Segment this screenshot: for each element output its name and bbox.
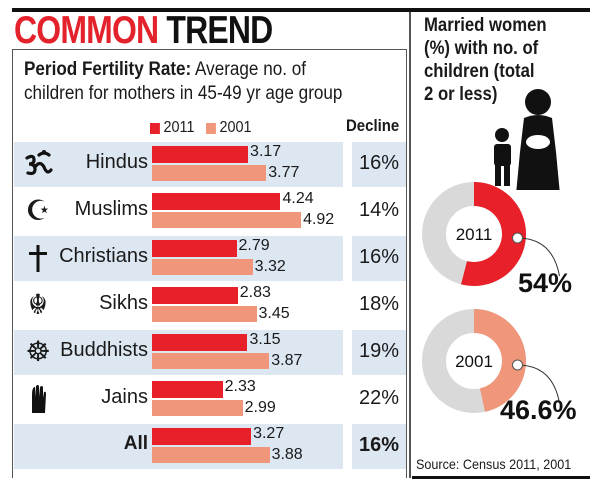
decline-band [352,189,406,234]
donut-value-label: 46.6% [500,395,577,425]
bottom-rule [412,476,590,479]
mother-child-icon [494,89,560,190]
value-label-2001: 3.87 [271,352,303,369]
value-label-2011: 4.24 [282,190,314,207]
decline-value: 19% [358,340,400,362]
chart-row-jains: Jains 2.33 2.99 22% [14,377,406,422]
bar-2011 [152,146,249,163]
leader-line [517,364,560,404]
legend-2001: 2001 [206,119,252,137]
decline-value: 14% [358,199,400,221]
panel-divider [409,12,411,478]
chart-row-christians: Christians 2.79 3.32 16% [14,236,406,281]
bar-2001 [152,165,267,181]
value-label-2011: 2.33 [224,378,256,395]
value-label-2001: 3.45 [258,305,290,322]
bar-2001 [152,212,302,228]
bar-2011 [152,193,281,210]
title-part-1: COMMON [14,9,159,52]
bar-2001 [152,259,253,275]
bar-2011 [152,381,223,398]
value-label-2011: 2.83 [239,284,271,301]
bar-2011 [152,334,248,351]
om-icon [22,148,54,180]
crescent-star-icon: ☪ [25,194,51,227]
decline-value: 16% [358,152,400,174]
category-label: All [123,433,148,454]
decline-band [352,283,406,328]
donut-year-label: 2011 [456,225,493,244]
decline-value: 16% [358,246,400,268]
value-label-2001: 2.99 [244,399,276,416]
decline-band [352,142,406,187]
title-part-2: TREND [166,9,273,52]
source-note: Source: Census 2011, 2001 [416,456,572,472]
subtitle-text: Average no. of children for mothers in 4… [24,59,343,104]
top-rule [12,8,590,12]
bar-2001 [152,400,243,416]
decline-band [352,424,406,469]
chart-row-hindus: Hindus 3.17 3.77 16% [14,142,406,187]
page-title: COMMON TREND [14,9,273,52]
khanda-icon: ☬ [28,288,48,321]
leader-dot [512,359,524,371]
value-label-2001: 3.77 [268,164,300,181]
category-label: Sikhs [99,292,148,314]
bar-2011 [152,240,237,257]
donut-charts: 2011 54% 2001 46.6% [422,182,577,425]
value-label-2001: 3.32 [254,258,286,275]
legend-2011: 2011 [150,119,194,137]
decline-band [352,330,406,375]
jain-hand-icon [22,383,54,415]
donut-segment-2001 [473,309,526,412]
donut-title: Married women (%) with no. of children (… [424,14,547,106]
category-label: Christians [59,245,148,267]
leader-line [517,237,560,277]
chart-subtitle: Period Fertility Rate: Average no. of ch… [24,58,366,106]
chart-row-all: All 3.27 3.88 16% [14,424,406,469]
value-label-2011: 3.27 [253,425,285,442]
bar-2011 [152,428,252,445]
legend-label: 2001 [219,119,252,136]
donut-title-line: 2 or less) [424,84,498,105]
donut-value-label: 54% [518,268,572,298]
decline-band [352,377,406,422]
chart-row-muslims: ☪ Muslims 4.24 4.92 14% [14,189,406,234]
legend-swatch-2011 [150,122,160,134]
bar-2001 [152,447,270,463]
leader-dot [512,232,524,244]
subtitle-bold: Period Fertility Rate: [24,59,192,80]
fertility-panel [12,49,407,478]
cross-icon [22,242,54,274]
category-label: Buddhists [60,339,148,361]
bar-2001 [152,353,270,369]
chart-row-sikhs: ☬ Sikhs 2.83 3.45 18% [14,283,406,328]
category-label: Hindus [85,151,148,173]
bar-2001 [152,306,257,322]
donut-title-line: children (total [424,61,535,82]
donut-title-line: Married women [424,15,547,36]
value-label-2011: 3.17 [250,143,282,160]
bar-2011 [152,287,238,304]
category-label: Jains [101,386,148,408]
dharma-wheel-icon: ☸ [25,335,51,368]
decline-value: 16% [358,434,400,456]
legend-label: 2011 [163,119,195,136]
value-label-2001: 4.92 [303,211,335,228]
chart-row-buddhists: ☸ Buddhists 3.15 3.87 19% [14,330,406,375]
decline-value: 18% [358,293,400,315]
donut-title-line: (%) with no. of [424,38,539,59]
decline-header: Decline [346,116,400,135]
decline-band [352,236,406,281]
donut-year-label: 2001 [455,352,493,371]
legend-swatch-2001 [206,122,216,134]
category-label: Muslims [74,198,148,220]
value-label-2011: 3.15 [249,331,281,348]
value-label-2011: 2.79 [238,237,270,254]
decline-value: 22% [358,387,400,409]
value-label-2001: 3.88 [271,446,303,463]
